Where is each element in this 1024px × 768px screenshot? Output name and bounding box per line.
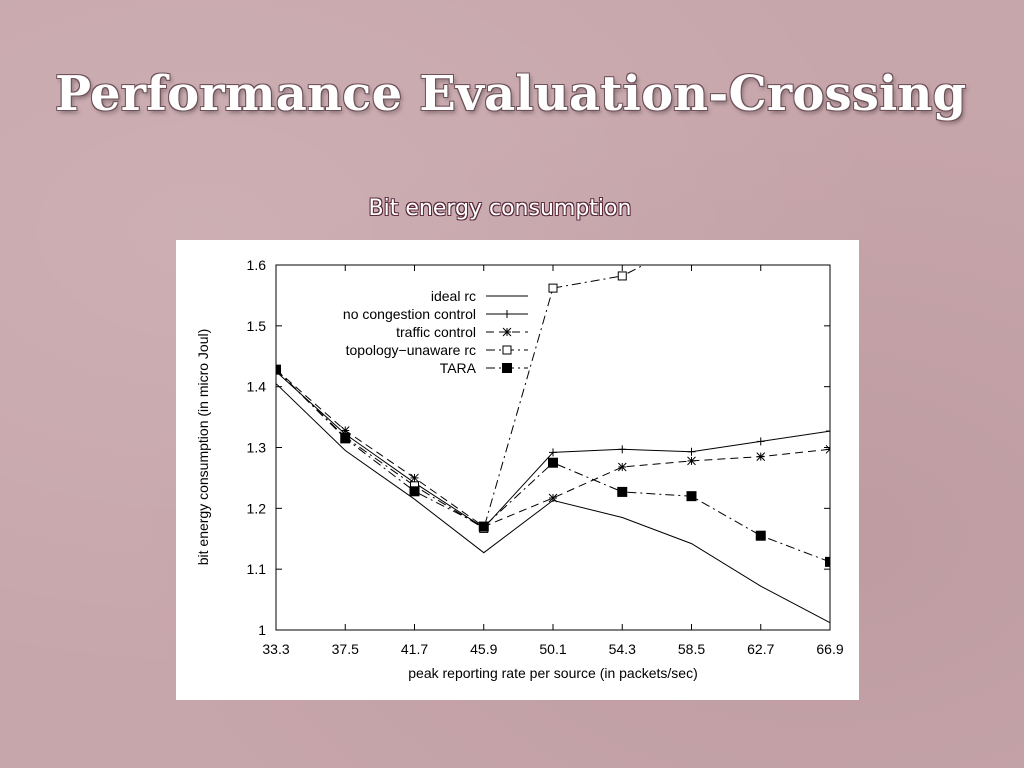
x-tick-label: 50.1 (539, 641, 566, 657)
series-2 (276, 365, 830, 531)
chart-subtitle: Bit energy consumption (368, 196, 632, 221)
y-tick-label: 1.2 (247, 500, 267, 516)
filled-square-marker (548, 457, 558, 468)
x-tick-label: 45.9 (470, 641, 497, 657)
series-line (276, 369, 830, 528)
chart-panel: 33.3 37.5 41.7 45.9 50.1 54.3 58.5 62.7 66.9 1 1.1… (176, 240, 859, 700)
series-0 (276, 383, 830, 624)
filled-square-marker (502, 363, 512, 373)
axis-ticks: 33.3 37.5 41.7 45.9 50.1 54.3 58.5 62.7 66.9 1 1.1… (247, 257, 844, 657)
series-4 (276, 364, 830, 567)
star-marker (548, 493, 558, 503)
y-tick-label: 1.5 (247, 318, 267, 334)
filled-square-marker (617, 486, 628, 497)
filled-square-marker (340, 433, 351, 444)
filled-square-marker (686, 491, 697, 502)
open-square-marker (502, 345, 512, 355)
open-square-marker (688, 240, 696, 245)
series-layer (276, 240, 830, 624)
legend: ideal rc no congestion control traffic con… (343, 288, 528, 376)
legend-label: traffic control (396, 324, 476, 340)
y-tick-label: 1.6 (247, 257, 267, 273)
y-tick-label: 1.1 (247, 561, 267, 577)
series-line (276, 265, 645, 530)
star-marker (756, 452, 766, 461)
x-tick-label: 66.9 (816, 641, 843, 657)
series-line (276, 383, 830, 624)
star-marker (617, 462, 627, 472)
star-marker (687, 456, 696, 466)
legend-label: topology−unaware rc (346, 342, 476, 358)
x-axis-label: peak reporting rate per source (in packe… (408, 665, 697, 681)
line-chart: 33.3 37.5 41.7 45.9 50.1 54.3 58.5 62.7 66.9 1 1.1… (195, 240, 844, 681)
legend-label: TARA (440, 360, 477, 376)
plus-marker (687, 447, 696, 456)
filled-square-marker (755, 530, 766, 541)
filled-square-marker (478, 521, 489, 532)
series-1 (276, 367, 830, 532)
plus-marker (826, 427, 830, 436)
x-tick-label: 62.7 (747, 641, 774, 657)
legend-label: ideal rc (431, 288, 476, 304)
filled-square-marker (825, 556, 830, 567)
x-tick-label: 33.3 (262, 641, 289, 657)
x-tick-label: 54.3 (609, 641, 636, 657)
star-marker (410, 473, 419, 483)
open-square-marker (548, 283, 558, 293)
x-tick-label: 58.5 (678, 641, 705, 657)
legend-label: no congestion control (343, 306, 476, 322)
y-tick-label: 1 (258, 622, 266, 638)
plus-marker (549, 448, 557, 457)
plus-marker (503, 310, 511, 318)
series-3 (276, 240, 696, 533)
filled-square-marker (276, 364, 281, 375)
y-axis-label: bit energy consumption (in micro Joul) (195, 329, 211, 566)
x-tick-label: 41.7 (401, 641, 428, 657)
y-tick-label: 1.4 (247, 379, 267, 395)
open-square-marker (617, 271, 627, 281)
plus-marker (618, 445, 627, 454)
filled-square-marker (409, 486, 420, 497)
star-marker (825, 444, 830, 454)
star-marker (502, 327, 512, 337)
y-tick-label: 1.3 (247, 440, 267, 456)
x-tick-label: 37.5 (332, 641, 359, 657)
plus-marker (756, 437, 765, 446)
slide-title: Performance Evaluation-Crossing (55, 66, 967, 122)
